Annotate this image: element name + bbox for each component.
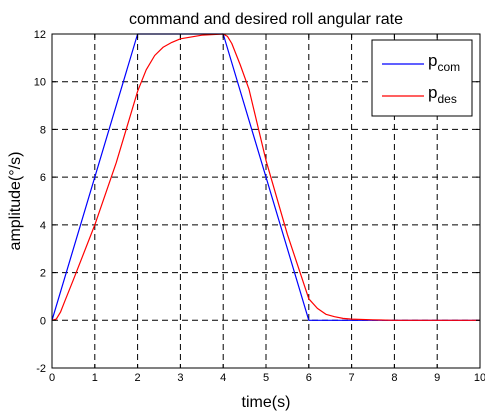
chart-title: command and desired roll angular rate <box>129 11 403 28</box>
legend-box <box>371 39 473 117</box>
x-tick-label: 7 <box>349 372 355 384</box>
x-tick-label: 4 <box>220 372 226 384</box>
y-axis-label: amplitude(°/s) <box>7 152 24 251</box>
y-tick-label: 0 <box>40 315 46 327</box>
y-tick-label: 8 <box>40 124 46 136</box>
x-tick-label: 1 <box>92 372 98 384</box>
x-tick-label: 6 <box>306 372 312 384</box>
y-tick-label: -2 <box>36 363 46 375</box>
x-tick-label: 10 <box>474 372 485 384</box>
y-tick-label: 12 <box>34 29 46 41</box>
legend-label: pcom <box>428 51 460 74</box>
x-tick-label: 3 <box>177 372 183 384</box>
x-tick-label: 9 <box>434 372 440 384</box>
y-tick-label: 10 <box>34 77 46 89</box>
legend: pcom pdes <box>371 39 473 117</box>
x-tick-label: 5 <box>263 372 269 384</box>
legend-label: pdes <box>428 83 457 106</box>
y-tick-label: 6 <box>40 172 46 184</box>
y-tick-label: 2 <box>40 268 46 280</box>
x-axis-label: time(s) <box>242 394 291 411</box>
x-tick-label: 0 <box>49 372 55 384</box>
y-tick-label: 4 <box>40 220 46 232</box>
x-tick-label: 8 <box>391 372 397 384</box>
series-line-p-des <box>51 33 480 321</box>
x-tick-label: 2 <box>135 372 141 384</box>
